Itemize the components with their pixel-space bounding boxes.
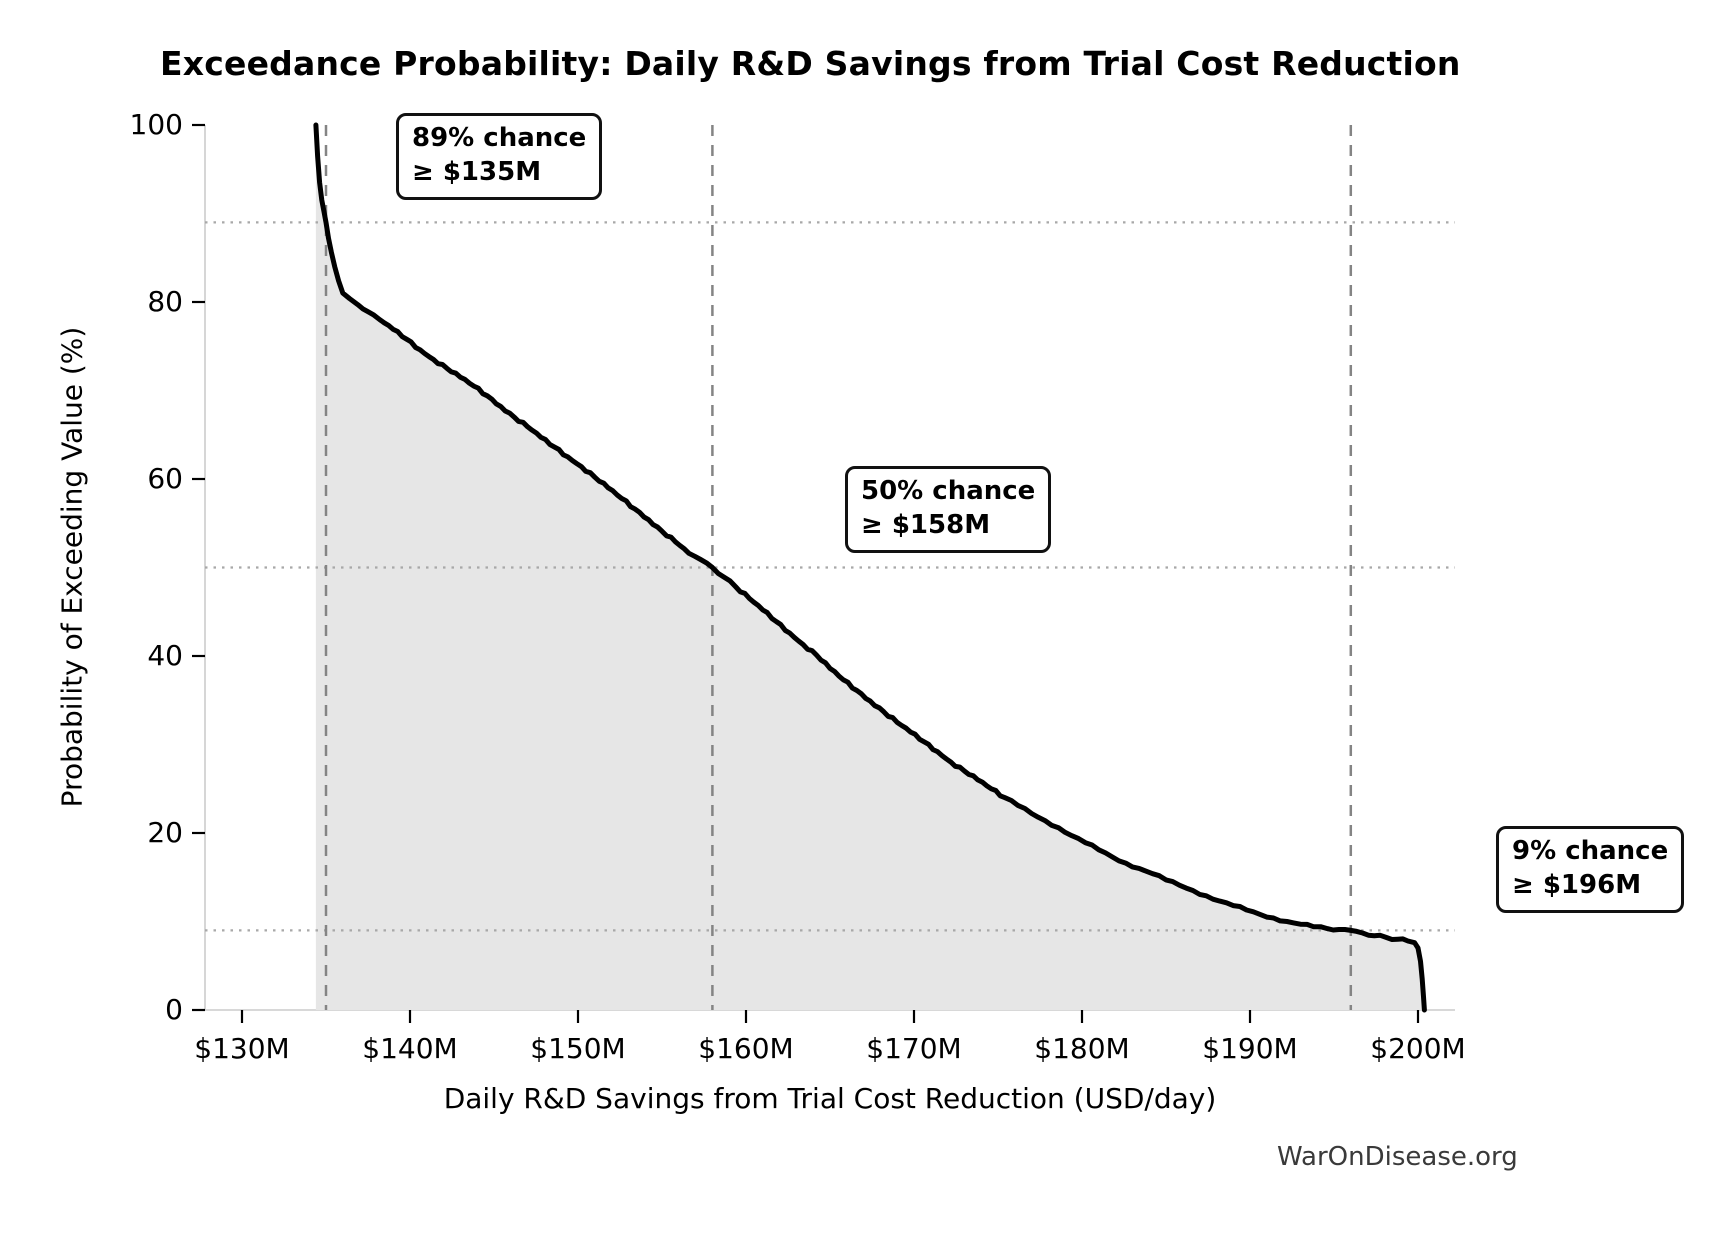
annotation-line2: ≥ $158M [861,510,991,541]
area-fill [315,125,1425,1010]
y-tick-label: 100 [129,108,183,141]
x-tick-label: $140M [362,1032,458,1065]
annotation-50pct-158m: 50% chance ≥ $158M [845,466,1052,553]
watermark: WarOnDisease.org [1277,1142,1518,1172]
chart-title: Exceedance Probability: Daily R&D Saving… [160,44,1461,83]
y-tick-label: 20 [147,816,183,849]
y-tick-label: 80 [147,285,183,318]
y-tick-label: 60 [147,462,183,495]
annotation-line2: ≥ $196M [1512,870,1642,901]
y-tick-label: 0 [165,993,183,1026]
x-tick-label: $200M [1370,1032,1466,1065]
annotation-line2: ≥ $135M [412,157,542,188]
x-tick-label: $150M [530,1032,626,1065]
y-axis-label: Probability of Exceeding Value (%) [55,326,89,808]
x-tick-label: $170M [866,1032,962,1065]
x-tick-label: $130M [194,1032,290,1065]
annotation-9pct-196m: 9% chance ≥ $196M [1496,826,1685,913]
x-tick-label: $180M [1034,1032,1130,1065]
annotation-line1: 50% chance [861,476,1036,506]
annotation-line1: 9% chance [1512,836,1669,866]
annotation-89pct-135m: 89% chance ≥ $135M [396,113,603,200]
y-tick-label: 40 [147,639,183,672]
x-axis-label: Daily R&D Savings from Trial Cost Reduct… [443,1082,1217,1115]
x-tick-label: $190M [1202,1032,1298,1065]
exceedance-curve [313,122,1427,1013]
x-tick-label: $160M [698,1032,794,1065]
annotation-line1: 89% chance [412,123,587,153]
